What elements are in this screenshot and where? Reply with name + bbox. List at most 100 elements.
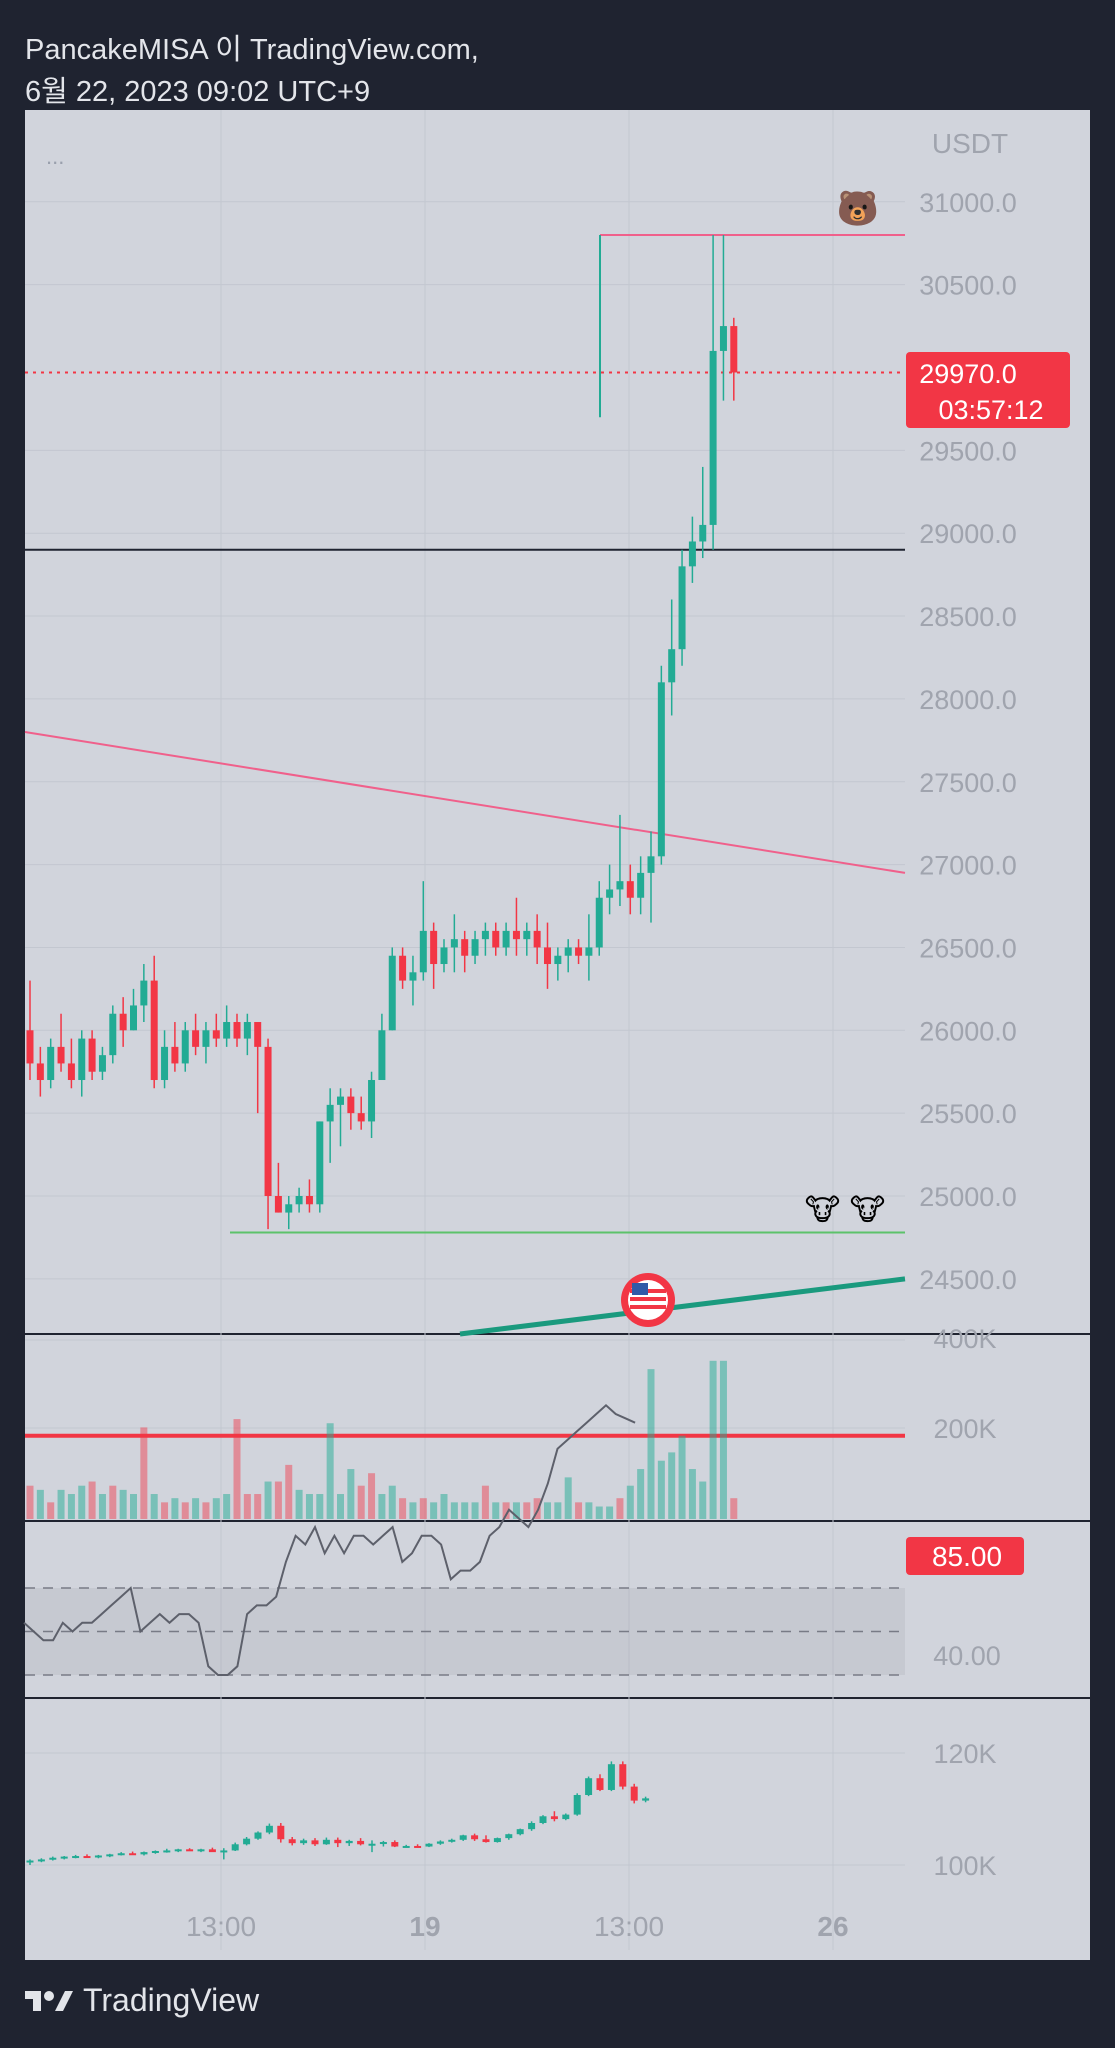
bottom-candle (117, 1853, 125, 1856)
oscillator-level-label: 85.00 (932, 1541, 1002, 1572)
volume-bar (130, 1494, 137, 1519)
price-candle (223, 1022, 231, 1039)
bottom-candle (471, 1835, 479, 1840)
volume-bars[interactable] (26, 1360, 738, 1519)
bottom-tick-label: 120K (933, 1739, 996, 1769)
oscillator-line[interactable] (23, 1403, 636, 1676)
volume-bar (285, 1464, 293, 1519)
volume-bar (47, 1502, 55, 1519)
bottom-candle (106, 1854, 114, 1857)
price-candle (161, 1046, 169, 1081)
bottom-tick-label: 100K (933, 1851, 996, 1881)
price-tick-label: 29500.0 (919, 436, 1017, 466)
bottom-candle (322, 1839, 330, 1845)
currency-label: USDT (932, 128, 1008, 159)
price-candle (481, 930, 489, 940)
bottom-candle (459, 1835, 467, 1840)
price-candle (523, 930, 531, 940)
volume-bar (264, 1481, 272, 1519)
price-candle (668, 649, 676, 683)
volume-bar (616, 1498, 624, 1519)
price-candles[interactable] (26, 234, 738, 1230)
trendline-up (459, 1276, 906, 1337)
volume-bar (26, 1485, 34, 1519)
bottom-candle (60, 1856, 68, 1859)
bottom-candle (72, 1856, 80, 1859)
price-candle (709, 350, 717, 525)
bottom-candle (414, 1845, 422, 1848)
volume-bar (326, 1423, 334, 1519)
volume-bar (585, 1502, 593, 1519)
volume-bar (171, 1498, 179, 1519)
time-axis[interactable]: 13:00 19 13:00 26 (186, 1911, 849, 1942)
volume-bar (419, 1498, 427, 1519)
volume-bar (544, 1502, 551, 1519)
drawing-lines[interactable] (24, 233, 906, 1337)
bottom-candle (174, 1849, 182, 1852)
oscillator-tick-label: 40.00 (933, 1641, 1001, 1671)
bottom-candle (231, 1844, 239, 1851)
price-candle (181, 1030, 189, 1064)
price-candle (450, 939, 458, 948)
price-candle (388, 955, 396, 1031)
volume-bar (254, 1494, 262, 1519)
countdown-label: 03:57:12 (938, 395, 1043, 425)
price-candle (492, 930, 500, 948)
price-candle (399, 955, 407, 981)
bottom-candle (642, 1798, 650, 1801)
price-candle (564, 947, 572, 956)
price-axis[interactable]: 24500.0 25000.0 25500.0 26000.0 26500.0 27000… (919, 188, 1017, 1881)
price-candle (688, 541, 696, 567)
volume-bar (626, 1485, 634, 1519)
price-candle (419, 930, 427, 973)
oscillator-series-line (23, 1403, 636, 1676)
volume-bar (109, 1485, 117, 1519)
price-candle (274, 1196, 282, 1213)
footer-brand[interactable]: TradingView (25, 1982, 259, 2019)
volume-bar (274, 1481, 282, 1519)
price-tick-label: 30500.0 (919, 271, 1017, 301)
bottom-candle (402, 1845, 410, 1848)
volume-bar (668, 1452, 676, 1519)
price-candle (471, 939, 479, 956)
bottom-candle (425, 1843, 433, 1847)
price-candle (88, 1038, 96, 1072)
price-candle (337, 1096, 344, 1105)
last-price-label: 29970.0 (919, 359, 1017, 389)
bottom-candle (140, 1852, 148, 1855)
bottom-candle (619, 1764, 627, 1787)
price-candle (595, 897, 603, 948)
bear-emoji-icon[interactable]: 🐻 (837, 188, 879, 229)
price-candle (78, 1038, 86, 1081)
time-tick-label: 13:00 (186, 1911, 256, 1942)
bottom-candle (448, 1839, 456, 1842)
price-tick-label: 29000.0 (919, 519, 1017, 549)
volume-bar (181, 1502, 189, 1519)
bottom-candle (562, 1814, 570, 1820)
bottom-candles[interactable] (26, 1761, 650, 1865)
volume-bar (119, 1489, 127, 1519)
price-candle (657, 682, 665, 857)
price-candle (678, 566, 686, 650)
price-candle (544, 947, 551, 965)
volume-bar (575, 1502, 583, 1519)
price-candle (357, 1113, 365, 1122)
us-flag-event-icon[interactable] (621, 1273, 675, 1327)
volume-bar (554, 1502, 562, 1519)
volume-bar (719, 1360, 727, 1519)
volume-bar (192, 1498, 200, 1519)
cow-emoji-icon[interactable]: 🐮 🐮 (805, 1193, 886, 1228)
bottom-candle (208, 1849, 216, 1853)
price-candle (109, 1013, 117, 1056)
bottom-candle (596, 1778, 604, 1790)
volume-bar (161, 1502, 169, 1519)
bottom-candle (243, 1838, 251, 1845)
pane-menu[interactable]: ... (46, 144, 64, 169)
bottom-candle (345, 1840, 353, 1844)
price-candle (606, 889, 614, 898)
price-candle (171, 1046, 179, 1064)
volume-bar (678, 1435, 686, 1519)
volume-bar (212, 1498, 220, 1519)
bottom-candle (334, 1839, 342, 1844)
